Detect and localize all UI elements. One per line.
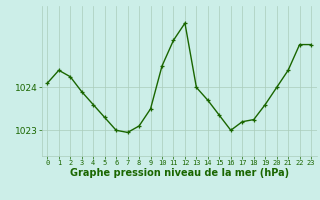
X-axis label: Graphe pression niveau de la mer (hPa): Graphe pression niveau de la mer (hPa) <box>70 168 289 178</box>
